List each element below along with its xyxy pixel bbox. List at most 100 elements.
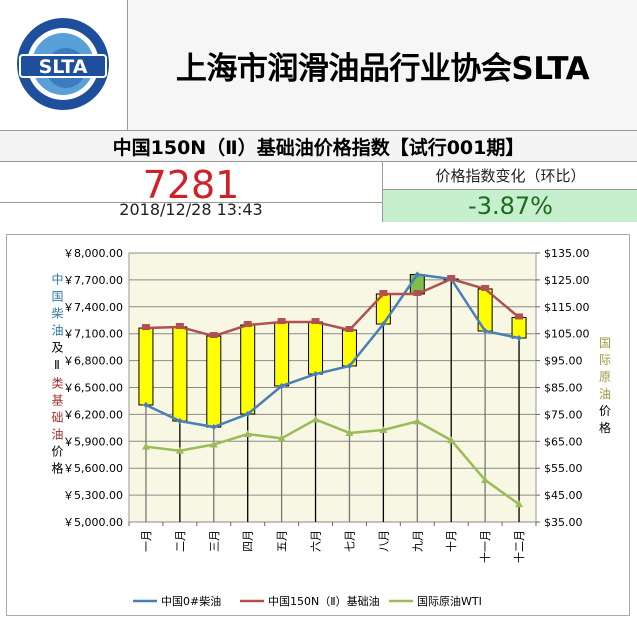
price-chart: ￥5,000.00 ￥5,300.00 ￥5,600.00 ￥5,900.00 ￥6,2… — [6, 234, 630, 616]
series-line — [145, 277, 520, 338]
left-axis-title-part: 及Ⅱ — [50, 341, 64, 377]
left-tick-label: ￥6,800.00 — [63, 355, 123, 368]
right-axis-title-char: 油 — [599, 387, 611, 401]
right-tick-label: $125.00 — [544, 274, 590, 287]
series-marker — [413, 289, 422, 296]
series-marker — [277, 318, 286, 325]
x-tick-label: 五月 — [276, 530, 289, 552]
series-marker — [142, 401, 149, 408]
legend-label: 国际原油WTI — [417, 594, 482, 608]
series-marker — [278, 382, 285, 389]
series-marker — [175, 322, 184, 329]
series-marker — [277, 434, 286, 442]
series-marker — [447, 275, 456, 282]
association-title: 上海市润滑油品行业协会SLTA — [175, 50, 590, 87]
series-marker — [175, 446, 184, 454]
x-tick-label: 八月 — [377, 530, 390, 552]
legend-label: 中国150N（Ⅱ）基础油 — [268, 594, 380, 608]
series-marker — [141, 324, 150, 331]
right-axis-title-char: 国 — [599, 336, 611, 350]
series-marker — [244, 411, 251, 418]
right-axis-title-char: 格 — [599, 420, 611, 435]
series-marker — [482, 328, 489, 335]
price-box — [240, 324, 256, 415]
series-marker — [346, 362, 353, 369]
series-marker — [515, 500, 524, 508]
right-tick-label: $35.00 — [544, 516, 583, 529]
price-box — [274, 321, 290, 387]
series-line — [145, 418, 520, 506]
index-datetime: 2018/12/28 13:43 — [119, 200, 263, 219]
price-box — [172, 326, 188, 422]
right-axis-title-char: 价 — [599, 404, 611, 418]
series-marker — [379, 289, 388, 296]
x-tick-label: 七月 — [343, 530, 356, 552]
price-box — [511, 316, 527, 339]
change-value: -3.87% — [382, 190, 637, 222]
series-marker — [243, 430, 252, 438]
series-marker — [210, 424, 217, 431]
right-tick-label: $55.00 — [544, 462, 583, 475]
left-axis-title-part: 类基础油 — [50, 377, 64, 445]
series-marker — [413, 417, 422, 425]
left-tick-label: ￥5,300.00 — [63, 489, 123, 502]
series-marker — [141, 442, 150, 450]
series-marker — [209, 440, 218, 448]
x-tick-label: 四月 — [242, 530, 255, 552]
slta-logo: SLTA — [0, 0, 128, 130]
right-axis-title-char: 际 — [599, 353, 611, 367]
svg-text:SLTA: SLTA — [39, 56, 88, 78]
change-label: 价格指数变化（环比） — [382, 162, 637, 190]
series-marker — [414, 271, 421, 278]
left-tick-label: ￥5,900.00 — [63, 435, 123, 448]
right-tick-label: $135.00 — [544, 247, 590, 260]
series-marker — [243, 321, 252, 328]
x-tick-label: 九月 — [411, 530, 424, 552]
x-tick-label: 三月 — [208, 530, 221, 552]
series-marker — [447, 436, 456, 444]
header: SLTA 上海市润滑油品行业协会SLTA — [0, 0, 637, 131]
series-line — [145, 273, 520, 429]
chart-svg: ￥5,000.00 ￥5,300.00 ￥5,600.00 ￥5,900.00 ￥6,2… — [63, 247, 611, 608]
right-tick-label: $115.00 — [544, 301, 590, 314]
series-marker — [345, 428, 354, 436]
x-tick-label: 二月 — [174, 530, 187, 552]
right-tick-label: $85.00 — [544, 382, 583, 395]
series-marker — [516, 335, 523, 342]
right-tick-label: $65.00 — [544, 435, 583, 448]
right-axis-title-char: 原 — [599, 370, 611, 384]
left-tick-label: ￥7,100.00 — [63, 328, 123, 341]
index-title: 中国150N（Ⅱ）基础油价格指数【试行001期】 — [0, 131, 637, 162]
legend-label: 中国0#柴油 — [161, 594, 221, 608]
series-marker — [481, 284, 490, 291]
left-tick-label: ￥8,000.00 — [63, 247, 123, 260]
left-tick-label: ￥6,200.00 — [63, 408, 123, 421]
left-axis-title-part: 价格 — [50, 445, 64, 479]
right-tick-label: $45.00 — [544, 489, 583, 502]
x-tick-label: 十二月 — [512, 530, 526, 563]
left-tick-label: ￥5,600.00 — [63, 462, 123, 475]
left-tick-label: ￥5,000.00 — [63, 516, 123, 529]
series-marker — [209, 332, 218, 339]
x-tick-label: 六月 — [310, 530, 323, 552]
left-axis-title-part: 中国柴油 — [50, 273, 64, 341]
series-marker — [345, 326, 354, 333]
series-marker — [311, 415, 320, 423]
series-marker — [515, 313, 524, 320]
x-tick-label: 十月 — [444, 530, 458, 552]
series-marker — [379, 426, 388, 434]
series-marker — [312, 371, 319, 378]
series-marker — [311, 318, 320, 325]
right-tick-label: $75.00 — [544, 408, 583, 421]
series-marker — [380, 321, 387, 328]
x-tick-label: 一月 — [140, 530, 153, 552]
price-box — [308, 321, 324, 375]
price-box — [138, 327, 154, 406]
left-tick-label: ￥6,500.00 — [63, 382, 123, 395]
left-tick-label: ￥7,700.00 — [63, 274, 123, 287]
price-box — [206, 335, 222, 428]
x-tick-label: 十一月 — [478, 530, 492, 563]
index-value: 7281 — [0, 162, 382, 207]
left-axis-title: 中国柴油 及Ⅱ 类基础油 价格 — [25, 273, 89, 479]
right-tick-label: $105.00 — [544, 328, 590, 341]
